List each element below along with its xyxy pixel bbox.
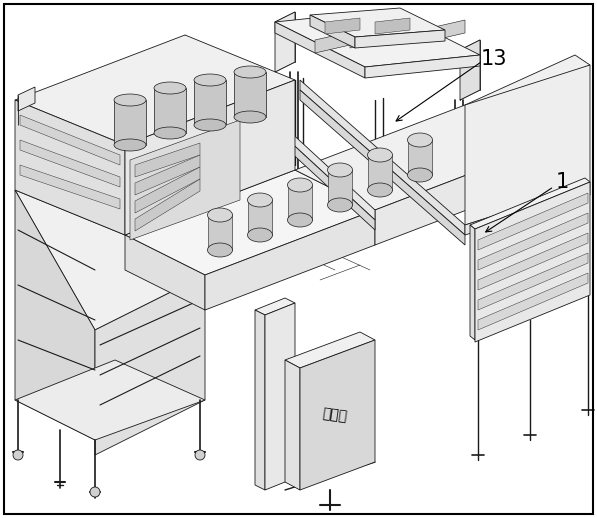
- Polygon shape: [15, 190, 95, 440]
- Polygon shape: [15, 190, 205, 330]
- Ellipse shape: [408, 168, 432, 182]
- Ellipse shape: [114, 94, 146, 106]
- Polygon shape: [185, 35, 375, 220]
- Ellipse shape: [234, 66, 266, 78]
- Polygon shape: [154, 88, 186, 133]
- Polygon shape: [475, 182, 590, 342]
- Polygon shape: [375, 18, 410, 34]
- Polygon shape: [295, 105, 545, 210]
- Polygon shape: [275, 22, 365, 78]
- Ellipse shape: [288, 213, 312, 227]
- Polygon shape: [350, 27, 385, 48]
- Circle shape: [195, 450, 205, 460]
- Polygon shape: [310, 8, 445, 37]
- Polygon shape: [18, 87, 35, 111]
- Ellipse shape: [288, 178, 312, 192]
- Polygon shape: [248, 200, 272, 235]
- Ellipse shape: [154, 127, 186, 139]
- Polygon shape: [465, 65, 590, 225]
- Polygon shape: [478, 193, 588, 250]
- Polygon shape: [135, 143, 200, 177]
- Polygon shape: [125, 170, 375, 275]
- Ellipse shape: [234, 111, 266, 123]
- Polygon shape: [20, 165, 120, 209]
- Circle shape: [13, 450, 23, 460]
- Polygon shape: [135, 167, 200, 213]
- Text: 13: 13: [481, 49, 507, 68]
- Polygon shape: [368, 155, 392, 190]
- Ellipse shape: [408, 133, 432, 147]
- Polygon shape: [185, 45, 375, 230]
- Polygon shape: [328, 170, 352, 205]
- Ellipse shape: [248, 228, 272, 242]
- Polygon shape: [275, 12, 295, 72]
- Polygon shape: [315, 32, 350, 53]
- Polygon shape: [15, 360, 205, 440]
- Polygon shape: [20, 140, 120, 187]
- Polygon shape: [15, 35, 295, 145]
- Polygon shape: [265, 303, 295, 490]
- Polygon shape: [375, 145, 545, 245]
- Polygon shape: [194, 80, 226, 125]
- Polygon shape: [470, 225, 475, 340]
- Polygon shape: [470, 178, 590, 229]
- Ellipse shape: [154, 82, 186, 94]
- Polygon shape: [355, 30, 445, 48]
- Polygon shape: [234, 72, 266, 117]
- Polygon shape: [15, 100, 125, 235]
- Polygon shape: [310, 15, 355, 48]
- Circle shape: [90, 487, 100, 497]
- Polygon shape: [325, 18, 360, 34]
- Polygon shape: [288, 185, 312, 220]
- Polygon shape: [255, 310, 265, 490]
- Polygon shape: [390, 22, 425, 43]
- Ellipse shape: [208, 208, 232, 222]
- Polygon shape: [430, 20, 465, 41]
- Polygon shape: [125, 235, 205, 310]
- Polygon shape: [208, 215, 232, 250]
- Polygon shape: [478, 253, 588, 310]
- Polygon shape: [465, 55, 590, 115]
- Ellipse shape: [328, 163, 352, 177]
- Polygon shape: [408, 140, 432, 175]
- Polygon shape: [275, 10, 480, 67]
- Polygon shape: [114, 100, 146, 145]
- Polygon shape: [255, 298, 295, 315]
- Ellipse shape: [248, 193, 272, 207]
- Ellipse shape: [368, 148, 392, 162]
- Ellipse shape: [114, 139, 146, 151]
- Text: 气控柜: 气控柜: [322, 406, 349, 424]
- Polygon shape: [15, 100, 25, 190]
- Ellipse shape: [208, 243, 232, 257]
- Polygon shape: [125, 80, 295, 235]
- Polygon shape: [285, 360, 300, 490]
- Polygon shape: [135, 155, 200, 195]
- Polygon shape: [285, 332, 375, 368]
- Polygon shape: [300, 90, 465, 245]
- Polygon shape: [460, 40, 480, 100]
- Polygon shape: [465, 185, 590, 235]
- Polygon shape: [478, 273, 588, 330]
- Polygon shape: [478, 213, 588, 270]
- Polygon shape: [365, 55, 480, 78]
- Ellipse shape: [368, 183, 392, 197]
- Polygon shape: [135, 179, 200, 231]
- Ellipse shape: [328, 198, 352, 212]
- Polygon shape: [300, 340, 375, 490]
- Ellipse shape: [194, 119, 226, 131]
- Ellipse shape: [194, 74, 226, 86]
- Polygon shape: [95, 275, 205, 455]
- Polygon shape: [478, 233, 588, 290]
- Polygon shape: [20, 115, 120, 165]
- Polygon shape: [130, 120, 240, 240]
- Polygon shape: [300, 80, 465, 235]
- Text: 1: 1: [556, 172, 569, 192]
- Polygon shape: [205, 210, 375, 310]
